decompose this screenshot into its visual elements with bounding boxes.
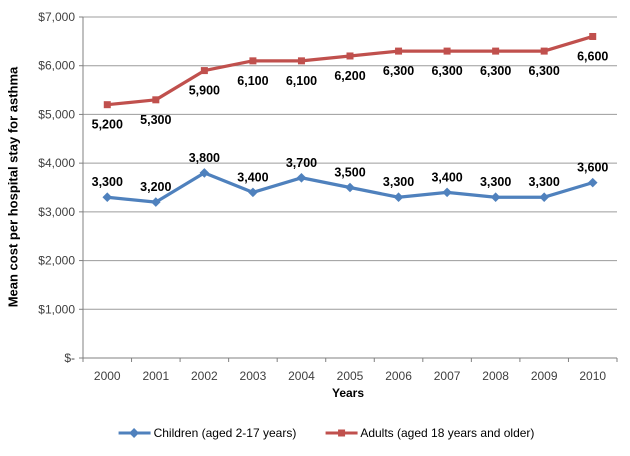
legend-item-adults: Adults (aged 18 years and older) (324, 426, 534, 440)
data-label: 3,300 (480, 175, 511, 189)
data-label: 3,300 (383, 175, 414, 189)
data-label: 5,200 (92, 118, 123, 132)
x-tick-label: 2004 (288, 369, 315, 383)
marker-square (540, 47, 548, 55)
data-label: 3,400 (431, 170, 462, 184)
marker-diamond (296, 172, 307, 183)
adults-line-marker-icon (325, 429, 358, 437)
marker-square (589, 32, 597, 40)
x-tick-label: 2001 (142, 369, 169, 383)
x-tick-label: 2006 (385, 369, 412, 383)
data-label: 6,200 (334, 69, 365, 83)
x-axis-title: Years (331, 386, 365, 400)
legend-label-children: Children (aged 2-17 years) (153, 426, 297, 440)
y-tick-label: $7,000 (38, 10, 75, 24)
marker-diamond (587, 177, 598, 188)
x-tick-label: 2000 (94, 369, 121, 383)
y-tick-label: $5,000 (38, 107, 75, 121)
data-label: 6,100 (286, 74, 317, 88)
y-tick-label: $3,000 (38, 205, 75, 219)
y-tick-label: $4,000 (38, 156, 75, 170)
legend: Children (aged 2-17 years) Adults (aged … (118, 426, 534, 440)
marker-diamond (248, 187, 258, 198)
y-tick-label: $2,000 (38, 254, 75, 268)
marker-diamond (442, 187, 452, 198)
y-tick-label: $- (64, 351, 75, 365)
data-label: 3,500 (334, 166, 365, 180)
legend-label-adults: Adults (aged 18 years and older) (360, 426, 535, 440)
data-label: 6,300 (431, 64, 462, 78)
marker-diamond (539, 192, 549, 203)
data-label: 6,300 (383, 64, 414, 78)
y-tick-label: $6,000 (38, 59, 75, 73)
x-tick-label: 2003 (240, 369, 267, 383)
x-tick-label: 2010 (579, 369, 606, 383)
legend-item-children: Children (aged 2-17 years) (118, 426, 297, 440)
data-label: 3,600 (577, 161, 608, 175)
data-label: 3,300 (529, 175, 560, 189)
y-axis-title: Mean cost per hospital stay for asthma (5, 66, 21, 308)
x-tick-label: 2008 (482, 369, 509, 383)
marker-square (103, 101, 111, 109)
marker-square (346, 52, 354, 60)
data-label: 5,300 (140, 113, 171, 127)
x-tick-label: 2009 (531, 369, 558, 383)
marker-diamond (151, 197, 161, 207)
x-tick-label: 2005 (337, 369, 364, 383)
children-line-marker-icon (118, 428, 151, 438)
marker-square (395, 47, 403, 55)
marker-diamond (199, 168, 210, 178)
marker-square (297, 57, 305, 65)
marker-diamond (345, 182, 355, 193)
y-tick-label: $1,000 (38, 302, 75, 316)
marker-diamond (393, 192, 404, 203)
data-label: 3,400 (237, 170, 268, 184)
x-tick-label: 2002 (191, 369, 218, 383)
marker-square (492, 47, 500, 55)
x-tick-label: 2007 (434, 369, 461, 383)
data-label: 3,700 (286, 156, 317, 170)
data-label: 3,200 (140, 180, 171, 194)
data-label: 6,600 (577, 49, 608, 63)
data-label: 3,800 (189, 151, 220, 165)
marker-square (152, 96, 160, 104)
marker-square (249, 57, 257, 65)
marker-diamond (102, 192, 113, 203)
marker-square (443, 47, 451, 55)
marker-square (200, 67, 208, 75)
data-label: 6,100 (237, 74, 268, 88)
data-label: 6,300 (529, 64, 560, 78)
marker-diamond (490, 192, 501, 203)
data-label: 5,900 (189, 84, 220, 98)
data-label: 3,300 (92, 175, 123, 189)
data-label: 6,300 (480, 64, 511, 78)
